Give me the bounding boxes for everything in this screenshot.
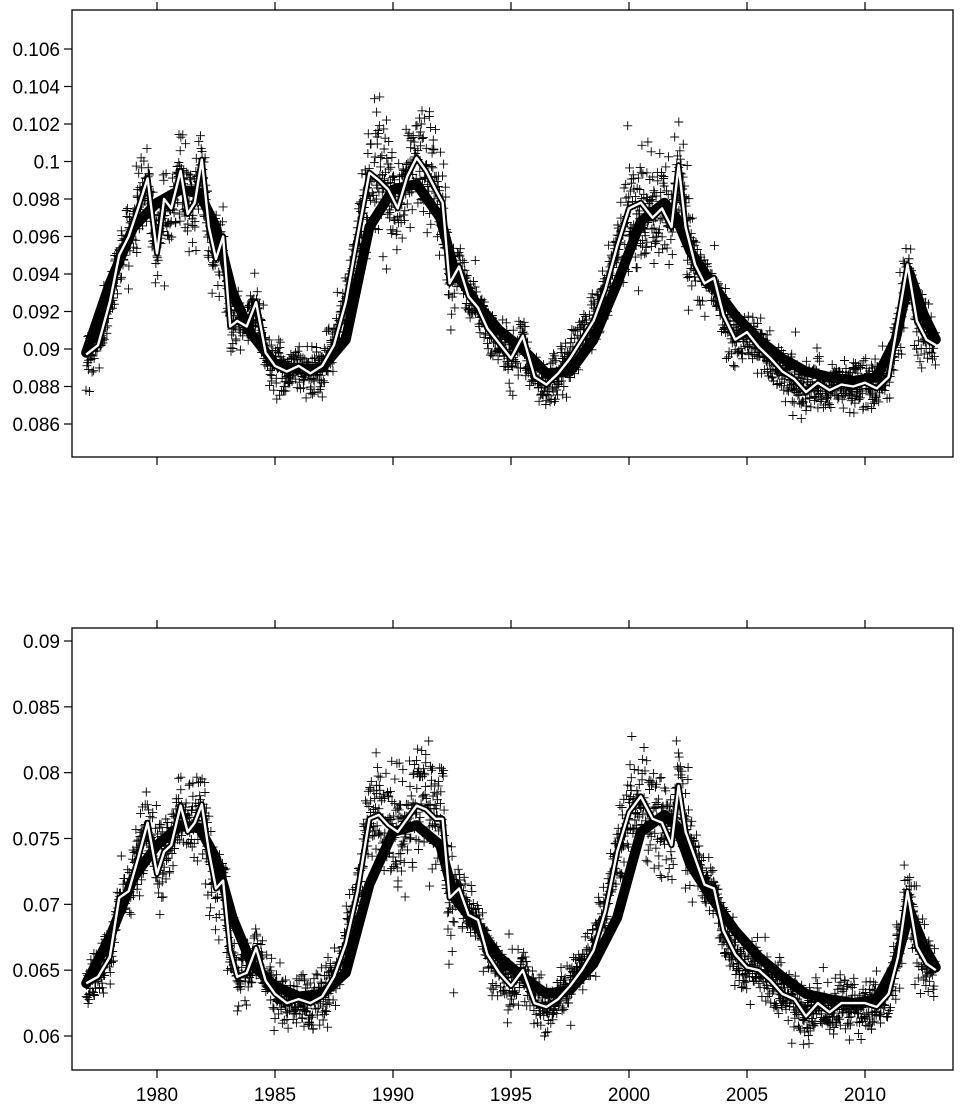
x-tick-label: 1995	[490, 1085, 532, 1106]
y-tick-label: 0.098	[12, 190, 60, 211]
y-tick-label: 0.09	[23, 340, 60, 361]
y-tick-label: 0.08	[23, 764, 60, 785]
lower-axes: 0.06 0.065 0.07 0.075 0.08 0.085 0.09 1980 1985 1…	[12, 620, 886, 1106]
x-tick-label: 1980	[136, 1085, 178, 1106]
y-tick-label: 0.106	[12, 40, 60, 61]
y-tick-label: 0.07	[23, 895, 60, 916]
smoothed-curve	[85, 156, 937, 394]
y-tick-label: 0.065	[12, 961, 60, 982]
y-tick-label: 0.094	[12, 265, 60, 286]
x-tick-label: 2010	[844, 1085, 886, 1106]
lower-smoothed-curve	[84, 782, 938, 1020]
upper-smoothed-curve	[84, 154, 938, 396]
x-tick-label: 2000	[608, 1085, 650, 1106]
smoothed-curve	[85, 784, 937, 1018]
y-tick-label: 0.085	[12, 698, 60, 719]
y-tick-label: 0.102	[12, 115, 60, 136]
lower-plot-frame	[71, 627, 954, 1071]
y-tick-label: 0.096	[12, 228, 60, 249]
lower-scatter-points	[81, 732, 941, 1049]
y-tick-label: 0.06	[23, 1027, 60, 1048]
upper-plot-frame	[71, 9, 954, 458]
x-tick-label: 1990	[372, 1085, 414, 1106]
y-tick-label: 0.088	[12, 378, 60, 399]
y-tick-label: 0.104	[12, 78, 60, 99]
x-tick-label: 1985	[254, 1085, 296, 1106]
y-tick-label: 0.086	[12, 415, 60, 436]
y-tick-label: 0.075	[12, 830, 60, 851]
upper-axes: 0.086 0.088 0.09 0.092 0.094 0.096 0.098 0.1 0.1…	[12, 2, 866, 465]
lower-scatter-panel: 0.06 0.065 0.07 0.075 0.08 0.085 0.09 1980 1985 1…	[12, 620, 954, 1106]
x-tick-label: 2005	[726, 1085, 768, 1106]
upper-scatter-panel: 0.086 0.088 0.09 0.092 0.094 0.096 0.098 0.1 0.1…	[12, 2, 954, 465]
y-tick-label: 0.09	[23, 632, 60, 653]
y-tick-label: 0.092	[12, 303, 60, 324]
y-tick-label: 0.1	[34, 153, 60, 174]
smoothed-curve-outline	[84, 782, 938, 1020]
scatter-marks	[81, 732, 941, 1049]
